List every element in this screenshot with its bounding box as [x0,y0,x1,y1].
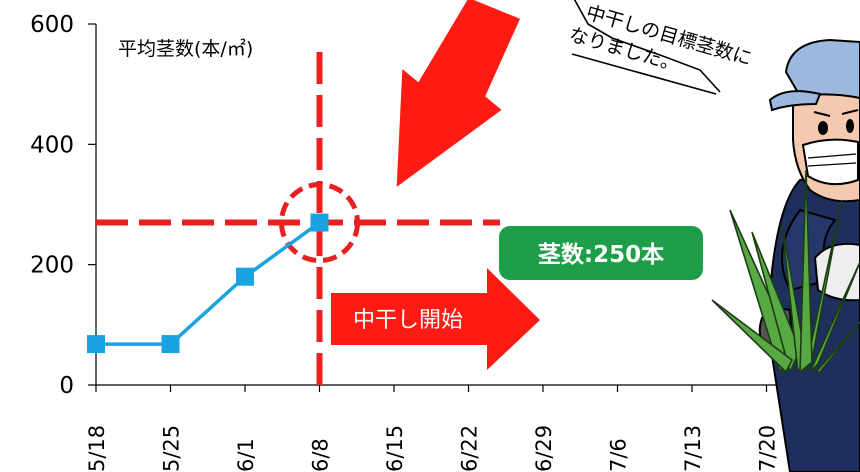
axes [95,24,852,386]
data-point [161,335,180,354]
series-line [96,221,321,346]
x-tick-label: 5/18 [85,425,109,472]
drain-start-arrow: 中干し開始 [331,268,540,370]
series-stem-count [87,213,329,354]
x-tick-label: 6/8 [309,438,333,472]
x-tick-label: 7/13 [681,425,705,472]
y-tick-label: 0 [59,373,74,399]
y-ticks: 0 200 400 600 [30,12,96,399]
y-tick-label: 600 [30,12,74,38]
pointer-arrow [393,0,528,196]
x-tick-label: 5/25 [160,425,184,472]
farmer-illustration [711,38,860,472]
x-ticks: 5/185/256/16/86/156/226/297/67/137/207/2… [85,385,854,472]
stem-count-badge: 茎数:250本 [499,226,703,280]
y-tick-label: 400 [30,132,74,158]
x-tick-label: 6/1 [234,438,258,472]
badge-label: 茎数:250本 [538,242,664,268]
drain-start-label: 中干し開始 [353,308,463,333]
speech-bubble: 中干しの目標茎数に なりました。 [567,0,754,95]
x-tick-label: 6/29 [532,425,556,472]
data-point [87,335,105,354]
x-tick-label: 6/22 [458,425,482,472]
chart-title: 平均茎数(本/㎡) [118,37,253,60]
data-point [236,267,254,286]
y-tick-label: 200 [30,253,74,279]
data-point [310,213,329,232]
highlight-circle [279,182,360,264]
x-tick-label: 7/6 [607,438,631,472]
x-tick-label: 7/20 [756,425,780,472]
x-tick-label: 6/15 [383,425,407,472]
